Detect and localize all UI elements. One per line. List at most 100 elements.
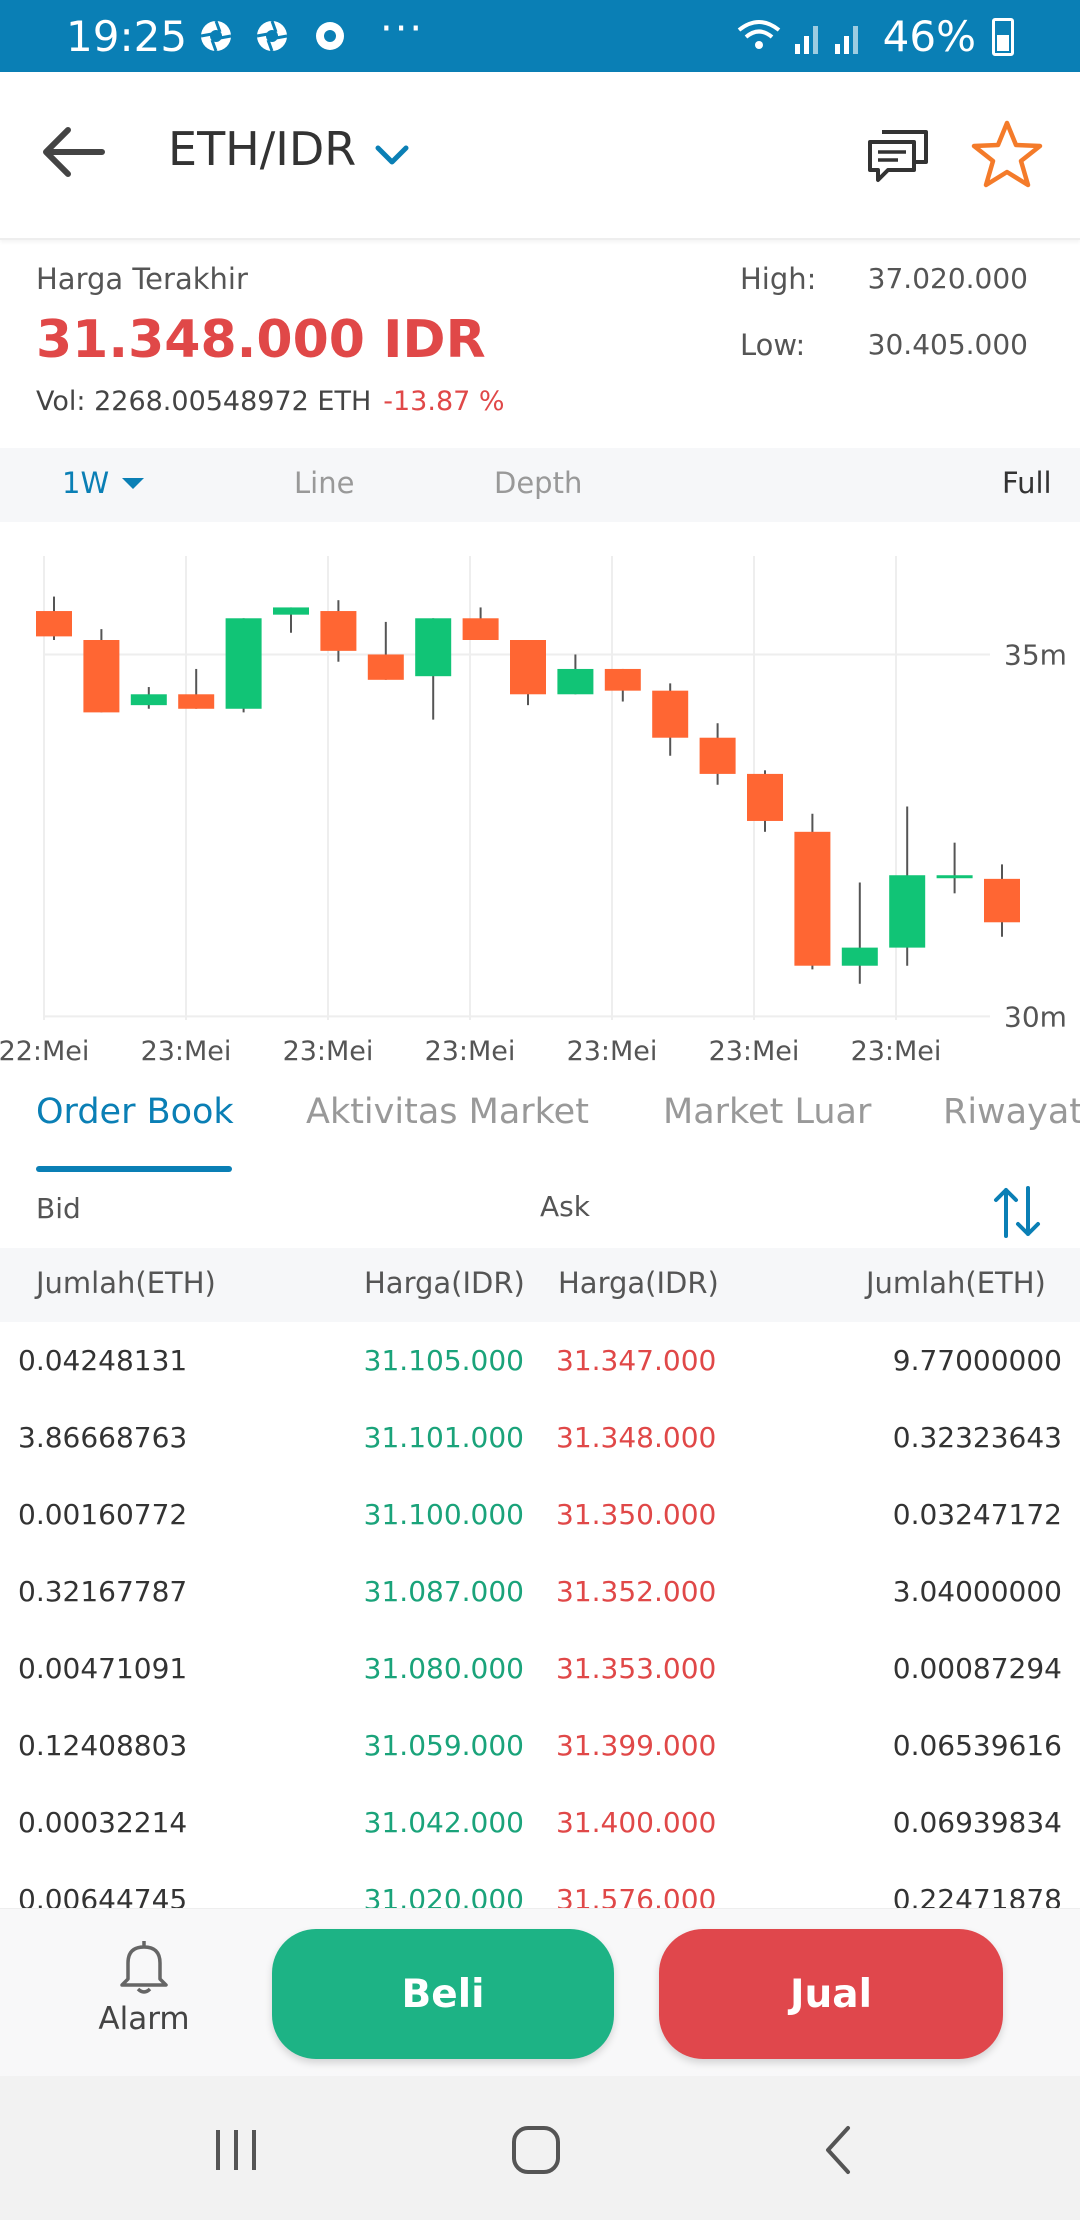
more-notifications: ··· [380, 6, 425, 52]
sell-button[interactable]: Jual [659, 1929, 1003, 2059]
order-book: 0.04248131 31.105.000 31.347.000 9.77000000… [0, 1322, 1080, 1908]
candle-body [936, 875, 973, 879]
back-icon[interactable] [808, 2120, 868, 2180]
ask-price: 31.348.000 [556, 1421, 717, 1454]
candle-body [841, 947, 878, 966]
order-book-row[interactable]: 3.86668763 31.101.000 31.348.000 0.32323643 [0, 1399, 1080, 1476]
last-price: 31.348.000 IDR [36, 310, 486, 370]
alarm-label: Alarm [98, 2001, 190, 2037]
order-book-row[interactable]: 0.00032214 31.042.000 31.400.000 0.06939834 [0, 1784, 1080, 1861]
col-bid-price: Harga(IDR) [364, 1266, 525, 1300]
ask-quantity: 0.06539616 [892, 1729, 1062, 1762]
candle-body [367, 654, 404, 680]
order-book-row[interactable]: 0.00471091 31.080.000 31.353.000 0.00087294 [0, 1630, 1080, 1707]
tab-market-activity[interactable]: Aktivitas Market [306, 1092, 589, 1132]
bid-quantity: 3.86668763 [18, 1421, 188, 1454]
tab-external-market[interactable]: Market Luar [663, 1092, 872, 1132]
col-ask-price: Harga(IDR) [558, 1266, 719, 1300]
col-ask-qty: Jumlah(ETH) [866, 1266, 1046, 1300]
candlestick-chart[interactable]: 35m 30m 22:Mei 23:Mei 23:Mei 23:Mei 23:Mei 23:M… [0, 522, 1080, 1080]
ask-quantity: 0.32323643 [892, 1421, 1062, 1454]
fullscreen-button[interactable]: Full [1002, 466, 1052, 500]
bid-quantity: 0.00160772 [18, 1498, 188, 1531]
candle-body [273, 607, 309, 615]
bid-price: 31.087.000 [363, 1575, 524, 1608]
high-value: 37.020.000 [867, 262, 1028, 295]
x-tick-label: 23:Mei [141, 1036, 232, 1067]
order-book-row[interactable]: 0.04248131 31.105.000 31.347.000 9.77000000 [0, 1322, 1080, 1399]
bid-price: 31.020.000 [363, 1883, 524, 1908]
candle-body [747, 773, 783, 821]
timeframe-selector[interactable]: 1W [62, 466, 110, 500]
candle-body [225, 618, 262, 709]
tab-order-book[interactable]: Order Book [36, 1092, 234, 1132]
tab-history[interactable]: Riwayat [943, 1092, 1080, 1132]
bid-ask-header: Bid Ask [0, 1176, 1080, 1248]
active-tab-indicator [36, 1166, 232, 1172]
ask-quantity: 0.22471878 [892, 1883, 1062, 1908]
ring-icon [316, 22, 344, 50]
candle-body [130, 694, 167, 706]
depth-chart-tab[interactable]: Depth [494, 466, 583, 500]
ask-price: 31.353.000 [556, 1652, 717, 1685]
aperture-icon [256, 20, 288, 52]
swap-icon[interactable] [992, 1184, 1042, 1240]
candle-body [320, 611, 357, 651]
alarm-button[interactable]: Alarm [96, 1937, 192, 2057]
system-nav-bar [0, 2076, 1080, 2220]
ask-price: 31.352.000 [556, 1575, 717, 1608]
order-book-row[interactable]: 0.12408803 31.059.000 31.399.000 0.06539616 [0, 1707, 1080, 1784]
status-time: 19:25 [66, 12, 188, 61]
candle-body [794, 831, 831, 966]
bid-price: 31.105.000 [363, 1344, 524, 1377]
bid-price: 31.101.000 [363, 1421, 524, 1454]
caret-down-icon[interactable] [122, 478, 144, 489]
action-bar: Alarm Beli Jual [0, 1908, 1080, 2076]
ask-price: 31.350.000 [556, 1498, 717, 1531]
price-change: -13.87 % [383, 386, 505, 417]
bell-icon[interactable] [116, 1937, 172, 1997]
chart-canvas[interactable]: 35m 30m 22:Mei 23:Mei 23:Mei 23:Mei 23:Mei 23:M… [0, 522, 1080, 1080]
battery-percent: 46% [882, 12, 976, 61]
bid-quantity: 0.00471091 [18, 1652, 188, 1685]
line-chart-tab[interactable]: Line [294, 466, 355, 500]
ask-label: Ask [540, 1190, 590, 1223]
bid-quantity: 0.32167787 [18, 1575, 188, 1608]
bid-label: Bid [36, 1192, 81, 1225]
order-book-row[interactable]: 0.00160772 31.100.000 31.350.000 0.03247172 [0, 1476, 1080, 1553]
ask-quantity: 0.00087294 [892, 1652, 1062, 1685]
order-book-row[interactable]: 0.32167787 31.087.000 31.352.000 3.04000000 [0, 1553, 1080, 1630]
back-arrow-icon[interactable] [38, 122, 108, 182]
low-value: 30.405.000 [867, 328, 1028, 361]
bid-quantity: 0.00032214 [18, 1806, 188, 1839]
col-bid-qty: Jumlah(ETH) [36, 1266, 216, 1300]
last-price-label: Harga Terakhir [36, 262, 248, 296]
pair-selector[interactable]: ETH/IDR [168, 122, 357, 176]
order-book-row[interactable]: 0.00644745 31.020.000 31.576.000 0.22471878 [0, 1861, 1080, 1908]
bid-quantity: 0.04248131 [18, 1344, 188, 1377]
price-summary: Harga Terakhir 31.348.000 IDR Vol: 2268.… [0, 240, 1080, 448]
chat-icon[interactable] [866, 126, 932, 188]
signal-icon [737, 20, 858, 54]
candle-body [889, 875, 926, 948]
x-tick-label: 23:Mei [425, 1036, 516, 1067]
aperture-icon [200, 20, 232, 52]
ask-quantity: 0.06939834 [892, 1806, 1062, 1839]
volume-value: 2268.00548972 ETH [94, 386, 372, 417]
candle-body [699, 737, 736, 774]
home-icon[interactable] [506, 2120, 566, 2180]
bid-price: 31.100.000 [363, 1498, 524, 1531]
candle-body [462, 618, 499, 640]
ask-price: 31.347.000 [556, 1344, 717, 1377]
star-icon[interactable] [970, 118, 1044, 192]
bid-price: 31.080.000 [363, 1652, 524, 1685]
candle-body [557, 668, 594, 695]
x-tick-label: 23:Mei [567, 1036, 658, 1067]
ask-price: 31.576.000 [556, 1883, 717, 1908]
candle-body [984, 878, 1020, 923]
recent-apps-icon[interactable] [206, 2120, 266, 2180]
ask-quantity: 3.04000000 [892, 1575, 1062, 1608]
chevron-down-icon[interactable] [372, 134, 412, 174]
buy-button[interactable]: Beli [272, 1929, 614, 2059]
volume: Vol: 2268.00548972 ETH -13.87 % [36, 386, 505, 417]
